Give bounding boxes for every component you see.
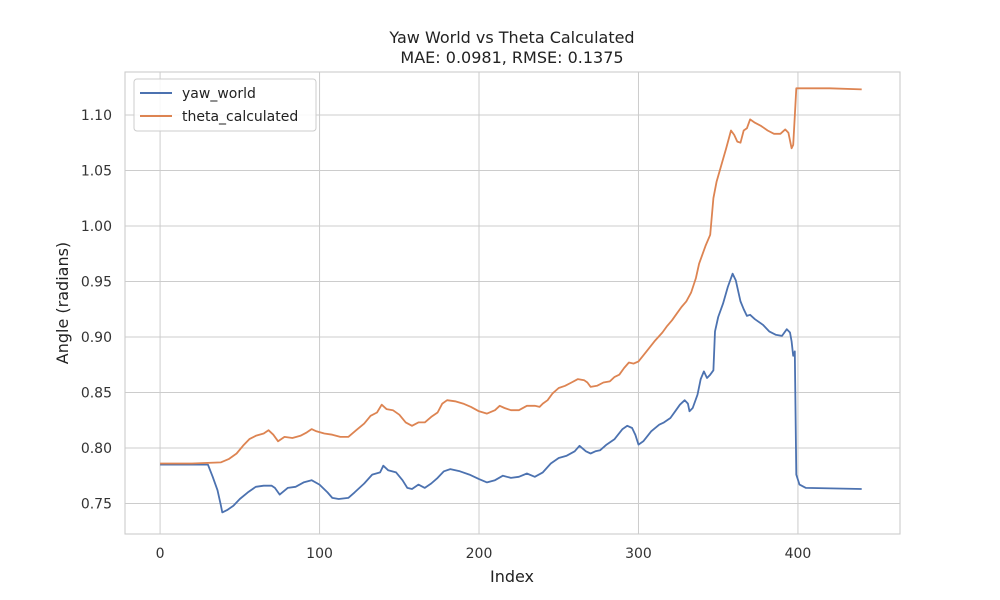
y-tick-label: 1.05 [81, 163, 112, 179]
legend: yaw_world theta_calculated [133, 78, 317, 132]
y-tick-label: 0.95 [81, 274, 112, 290]
series-line-yaw-world [160, 272, 862, 514]
x-tick-label: 300 [625, 546, 652, 562]
x-axis-label: Index [490, 567, 534, 586]
chart-title: Yaw World vs Theta Calculated [388, 28, 634, 47]
legend-box [133, 78, 317, 132]
y-tick-label: 0.90 [81, 330, 112, 346]
tick-labels: 0 100 200 300 400 0.75 0.80 0.85 0.90 0.95 1.00 1.0… [81, 108, 811, 562]
y-tick-label: 0.75 [81, 496, 112, 512]
y-tick-label: 1.00 [81, 219, 112, 235]
y-axis-label: Angle (radians) [53, 242, 72, 364]
y-tick-label: 1.10 [81, 108, 112, 124]
x-tick-label: 200 [466, 546, 493, 562]
series-layer [160, 87, 862, 514]
grid [125, 72, 900, 534]
legend-label-yaw-world: yaw_world [182, 86, 256, 102]
legend-label-theta-calculated: theta_calculated [182, 109, 298, 125]
plot-frame [124, 71, 901, 535]
x-tick-label: 100 [306, 546, 333, 562]
x-tick-label: 0 [156, 546, 165, 562]
x-tick-label: 400 [785, 546, 812, 562]
y-tick-label: 0.80 [81, 441, 112, 457]
chart-subtitle: MAE: 0.0981, RMSE: 0.1375 [400, 48, 623, 67]
series-line-theta-calculated [160, 87, 862, 465]
y-tick-label: 0.85 [81, 385, 112, 401]
